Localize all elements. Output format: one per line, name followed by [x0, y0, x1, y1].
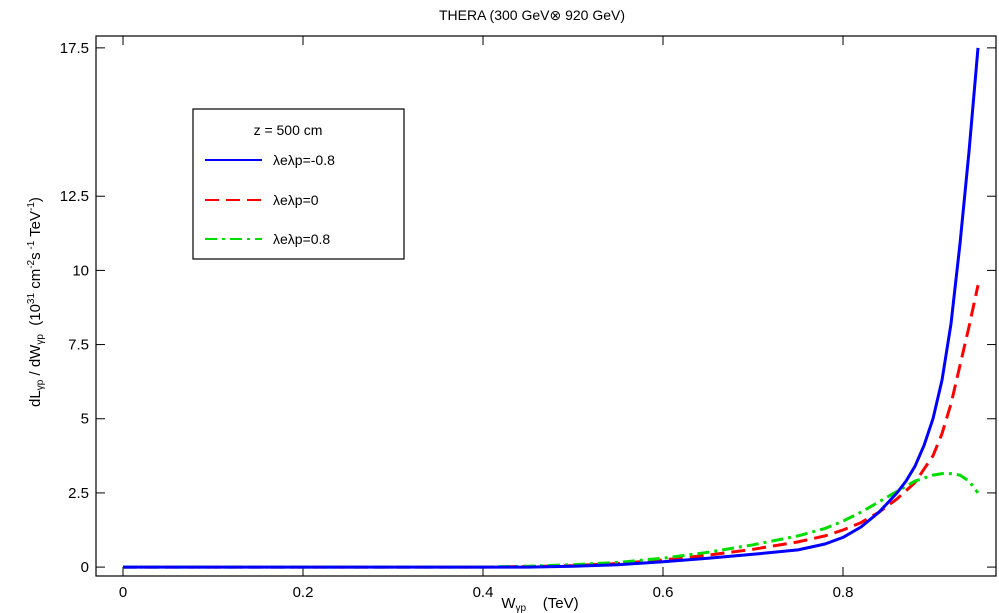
y-tick-label: 12.5: [60, 188, 89, 205]
series-layer: [123, 47, 980, 569]
chart-title: THERA (300 GeV⊗ 920 GeV): [439, 7, 625, 23]
series-line-0: [123, 47, 980, 569]
y-tick-label: 7.5: [68, 337, 89, 354]
y-axis-ticks: 0 2.5 5 7.5 10 12.5 17.5: [60, 40, 996, 576]
y-tick-label: 17.5: [60, 40, 89, 57]
x-tick-label: 0: [119, 584, 127, 601]
x-axis-label: Wγp (TeV): [501, 595, 578, 613]
series-line-1: [123, 284, 980, 569]
series-line-2: [123, 472, 980, 569]
y-tick-label: 2.5: [68, 485, 89, 502]
x-tick-label: 0.4: [473, 584, 494, 601]
y-tick-label: 10: [72, 262, 89, 279]
legend: z = 500 cm λeλp=-0.8 λeλp=0 λeλp=0.8: [192, 108, 405, 260]
x-axis-ticks: 0 0.2 0.4 0.6 0.8: [119, 36, 854, 601]
legend-box: [192, 108, 405, 260]
x-tick-label: 0.6: [653, 584, 674, 601]
legend-label-2: λeλp=0.8: [273, 231, 330, 247]
x-tick-label: 0.8: [833, 584, 854, 601]
legend-header: z = 500 cm: [254, 122, 323, 138]
legend-label-0: λeλp=-0.8: [273, 152, 335, 168]
legend-label-1: λeλp=0: [273, 192, 319, 208]
x-tick-label: 0.2: [293, 584, 314, 601]
plot-frame: [95, 35, 997, 577]
y-tick-label: 0: [81, 559, 89, 576]
y-tick-label: 5: [81, 411, 89, 428]
y-axis-label: dLγp / dWγp (1031 cm-2s -1 TeV-1): [26, 197, 46, 407]
